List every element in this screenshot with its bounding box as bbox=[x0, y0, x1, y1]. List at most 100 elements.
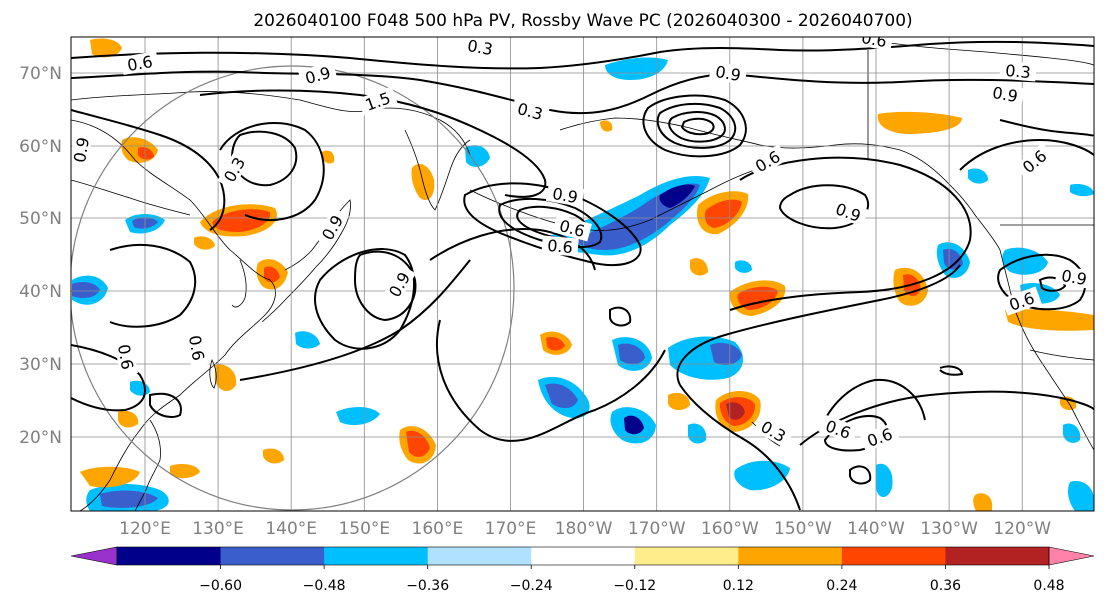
pv-contour bbox=[71, 40, 1094, 70]
contour-label: 0.9 bbox=[714, 62, 742, 85]
contour-label-group: 0.6 bbox=[854, 28, 894, 51]
positive-anomaly-patch bbox=[973, 493, 993, 511]
pv-contour bbox=[71, 70, 1094, 115]
contour-label-bg bbox=[460, 37, 500, 60]
latitude-label: 70°N bbox=[19, 64, 62, 84]
colorbar-extend-min bbox=[70, 546, 118, 566]
negative-anomaly-patch bbox=[1063, 423, 1081, 443]
contour-label: 0.6 bbox=[860, 28, 888, 51]
contour-label-group: 0.6 bbox=[114, 337, 138, 377]
negative-anomaly-patch bbox=[72, 282, 100, 298]
colorbar-tick-label: 0.24 bbox=[826, 578, 857, 594]
colorbar-segment bbox=[324, 547, 429, 565]
colorbar-frame bbox=[116, 546, 1050, 566]
positive-anomaly-patch bbox=[668, 392, 690, 411]
pv-contour bbox=[642, 94, 747, 158]
contour-label: 0.9 bbox=[70, 136, 93, 164]
positive-anomaly-patch bbox=[80, 466, 140, 488]
negative-anomaly-patch bbox=[618, 343, 645, 365]
pv-contour bbox=[680, 117, 715, 136]
contour-label-bg bbox=[753, 414, 794, 448]
coastline-korea bbox=[231, 259, 247, 308]
colorbar-tick-label: −0.12 bbox=[613, 578, 656, 594]
longitude-label: 120°E bbox=[119, 519, 171, 539]
colorbar-tick-label: −0.24 bbox=[510, 578, 553, 594]
pv-contour bbox=[1038, 276, 1067, 292]
region-circle bbox=[71, 65, 515, 511]
pv-contour bbox=[778, 184, 870, 230]
positive-anomaly-patch bbox=[264, 266, 280, 283]
contour-label: 0.6 bbox=[185, 334, 208, 362]
colorbar-segment bbox=[841, 547, 946, 565]
pv-contour bbox=[71, 109, 226, 231]
colorbar-tick-label: 0.36 bbox=[930, 578, 961, 594]
negative-anomaly-patch bbox=[624, 415, 644, 435]
negative-anomaly-patch bbox=[735, 260, 752, 273]
colorbar-segment bbox=[220, 547, 325, 565]
contour-label-group: 0.9 bbox=[708, 61, 748, 85]
coastline-aleutians bbox=[469, 169, 756, 231]
pv-contour bbox=[314, 248, 416, 350]
longitude-label: 150°W bbox=[774, 519, 832, 539]
graticule bbox=[71, 37, 1094, 511]
positive-anomaly-patch bbox=[212, 209, 271, 232]
latitude-labels: 70°N 60°N 50°N 40°N 30°N 20°N bbox=[19, 64, 62, 448]
negative-anomaly-patch bbox=[710, 342, 742, 366]
contour-label: 0.6 bbox=[114, 343, 137, 371]
contour-label-group: 0.9 bbox=[828, 197, 869, 227]
pv-contour bbox=[849, 465, 872, 485]
longitude-label: 170°W bbox=[628, 519, 686, 539]
coastline-alaska bbox=[559, 117, 1001, 251]
latitude-label: 20°N bbox=[19, 428, 62, 448]
pv-contour bbox=[939, 365, 964, 376]
map-panel: 0.30.6 0.91.50.90.60.60.90.30.9 0.30.60.90… bbox=[70, 28, 1095, 512]
coastline-kamchatka bbox=[404, 129, 471, 211]
colorbar-segment bbox=[634, 547, 739, 565]
contour-label-bg bbox=[1014, 142, 1054, 180]
negative-anomaly-patch bbox=[876, 463, 893, 497]
pv-contour bbox=[429, 228, 596, 271]
positive-anomaly-patch bbox=[194, 236, 215, 250]
positive-anomaly-patch bbox=[263, 448, 284, 464]
coastline-asia bbox=[71, 119, 276, 511]
negative-anomaly-patch bbox=[545, 383, 578, 409]
positive-anomaly-patch bbox=[1005, 309, 1094, 331]
contour-label-bg bbox=[71, 130, 94, 170]
contour-label: 0.9 bbox=[1060, 266, 1088, 289]
colorbar-extend-max bbox=[1048, 546, 1095, 566]
contour-label-group: 0.3 bbox=[999, 60, 1037, 82]
contour-label-bg bbox=[828, 197, 869, 227]
longitude-labels: 120°E 130°E 140°E 150°E 160°E 170°E 180°W 170°W… bbox=[119, 519, 1051, 539]
pv-contour bbox=[668, 111, 726, 143]
latitude-label: 40°N bbox=[19, 282, 62, 302]
negative-anomaly-patch bbox=[659, 184, 695, 208]
contour-label: 0.3 bbox=[1005, 61, 1032, 82]
negative-anomaly-patch bbox=[968, 168, 988, 184]
contour-label-bg bbox=[818, 414, 859, 444]
pv-contour bbox=[799, 390, 1094, 446]
positive-anomaly-patch bbox=[726, 402, 745, 420]
contour-label-bg bbox=[999, 60, 1037, 82]
colorbar-segment bbox=[117, 547, 222, 565]
pv-contour bbox=[436, 319, 666, 442]
longitude-label: 160°E bbox=[412, 519, 464, 539]
contour-label-group: 0.9 bbox=[1054, 265, 1094, 289]
coastline-siberia bbox=[71, 91, 471, 156]
pv-contour bbox=[149, 392, 182, 418]
positive-anomaly-patch bbox=[138, 147, 154, 160]
positive-anomaly-patch bbox=[322, 150, 335, 164]
contour-label-group: 0.9 bbox=[985, 82, 1025, 106]
positive-anomaly-patch bbox=[118, 410, 139, 428]
contour-label-bg bbox=[120, 51, 160, 76]
pv-contour bbox=[109, 243, 197, 328]
pv-contour bbox=[71, 344, 146, 412]
negative-anomaly-patch bbox=[295, 331, 320, 349]
pv-contour bbox=[199, 89, 547, 198]
pv-contour bbox=[230, 130, 298, 187]
negative-anomaly-patch bbox=[1070, 184, 1094, 197]
map-title: 2026040100 F048 500 hPa PV, Rossby Wave … bbox=[253, 11, 912, 31]
longitude-label: 130°W bbox=[920, 519, 978, 539]
pv-contour bbox=[676, 264, 961, 511]
contour-label: 0.6 bbox=[547, 236, 574, 257]
